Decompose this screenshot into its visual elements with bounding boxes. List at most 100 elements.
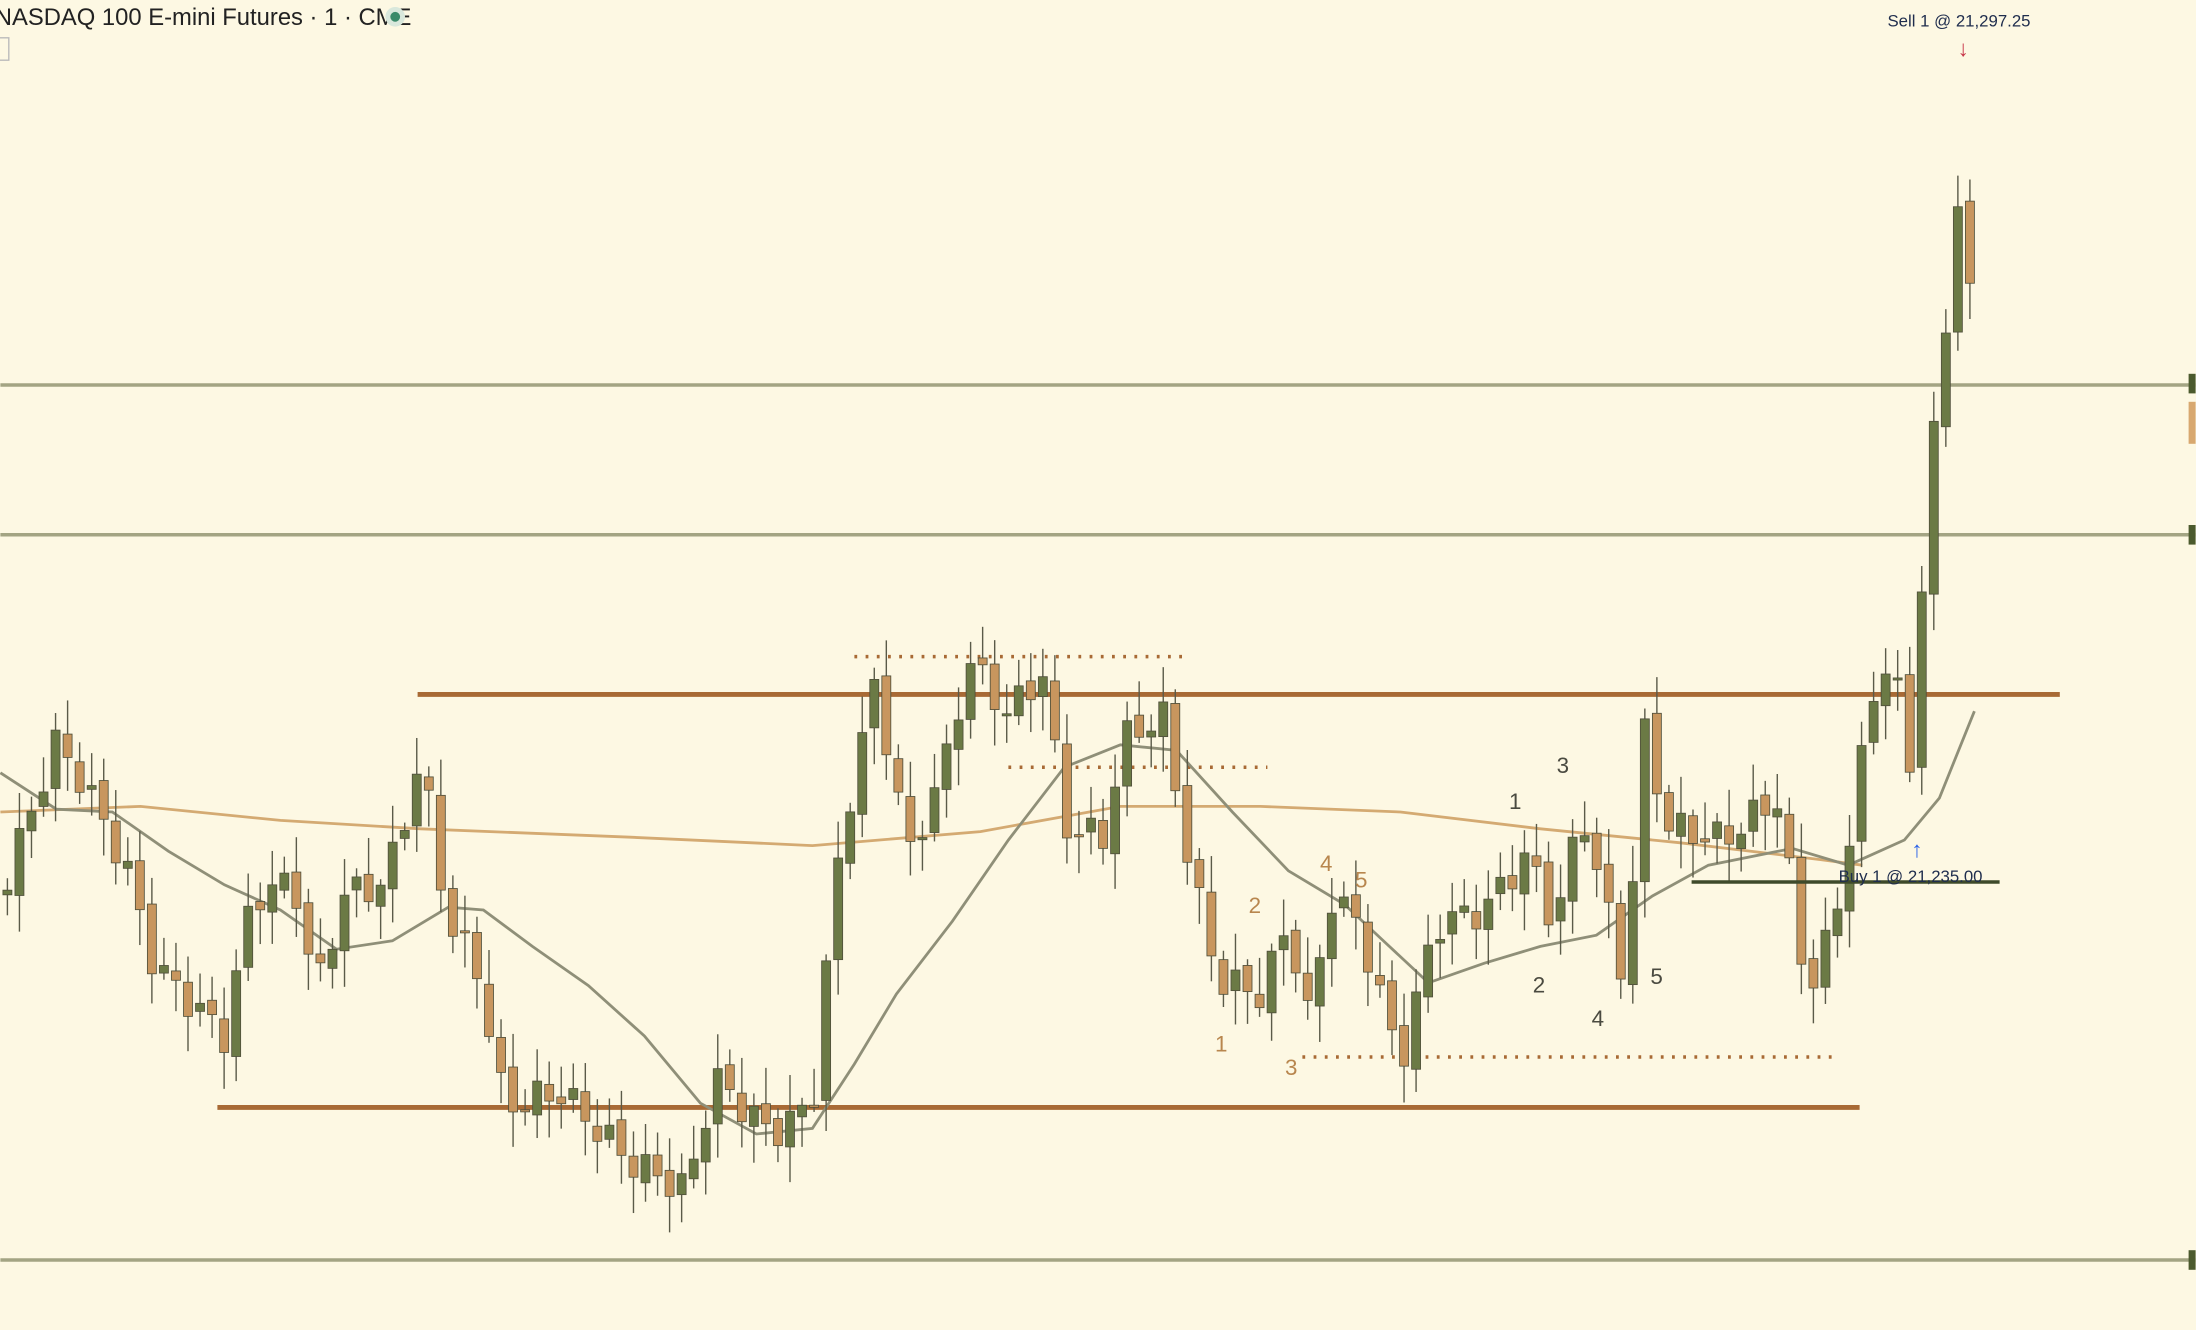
candle-body	[447, 888, 458, 937]
buy-arrow: ↑	[1911, 837, 1922, 862]
candle-body	[917, 837, 928, 841]
symbol-title: NASDAQ 100 E-mini Futures · 1 · CME	[0, 4, 411, 31]
candle-body	[122, 860, 133, 869]
candle-body	[929, 787, 940, 833]
candle-body	[159, 965, 169, 974]
candle-body	[1940, 332, 1951, 428]
candle-body	[1447, 911, 1458, 935]
candle-body	[327, 948, 338, 969]
wave-label: 5	[1650, 964, 1662, 989]
candle-body	[761, 1103, 771, 1125]
candle-body	[845, 811, 856, 864]
candle-body	[1507, 875, 1518, 890]
toolbar-stub[interactable]	[0, 37, 10, 61]
candle-body	[50, 729, 61, 789]
candle-body	[1712, 821, 1722, 839]
candle-body	[1543, 861, 1554, 926]
candle-body	[568, 1088, 579, 1100]
candle-body	[267, 884, 278, 913]
sell-order-label: Sell 1 @ 21,297.25	[1887, 12, 2030, 31]
candle-body	[1013, 685, 1024, 717]
candle-body	[315, 953, 326, 964]
moving-average	[0, 804, 1863, 867]
candle-body	[1098, 820, 1108, 849]
candle-body	[1664, 792, 1674, 832]
candle-body	[773, 1118, 783, 1147]
candles	[2, 175, 1975, 1233]
candle-body	[1134, 714, 1145, 738]
candle-body	[1639, 718, 1650, 883]
candle-body	[243, 905, 254, 968]
candle-body	[1375, 975, 1385, 986]
candle-body	[652, 1154, 663, 1177]
wave-label: 4	[1592, 1006, 1604, 1031]
candle-body	[1627, 881, 1638, 986]
candle-body	[664, 1169, 675, 1197]
candle-body	[1700, 838, 1710, 843]
candle-body	[1796, 856, 1807, 965]
candle-body	[1290, 929, 1301, 974]
wave-label: 3	[1285, 1055, 1297, 1080]
candle-body	[1158, 701, 1169, 738]
candle-body	[616, 1119, 627, 1156]
candle-body	[1326, 912, 1337, 960]
candle-body	[1495, 876, 1506, 895]
candle-body	[1676, 812, 1686, 837]
candle-body	[1110, 786, 1120, 855]
candle-body	[1832, 908, 1843, 937]
candle-body	[171, 970, 181, 981]
candle-body	[1423, 944, 1434, 998]
candle-body	[1880, 673, 1891, 707]
candle-body	[580, 1091, 591, 1122]
candle-body	[1808, 958, 1819, 989]
candle-body	[1928, 420, 1939, 595]
candle-body	[98, 780, 109, 820]
candle-body	[688, 1158, 699, 1180]
candle-body	[472, 932, 482, 980]
candle-body	[1037, 676, 1048, 698]
candle-body	[821, 960, 832, 1101]
candle-body	[1603, 863, 1614, 903]
candle-body	[1567, 836, 1578, 902]
candle-body	[1748, 799, 1759, 832]
candle-body	[1254, 993, 1265, 1009]
candle-body	[508, 1066, 518, 1113]
status-dot	[390, 11, 401, 22]
candle-body	[411, 773, 422, 827]
candle-body	[1856, 745, 1867, 842]
candle-body	[183, 981, 193, 1017]
candle-body	[556, 1096, 567, 1105]
candle-body	[1483, 898, 1494, 930]
candle-body	[279, 872, 290, 891]
candle-body	[1086, 817, 1096, 833]
candle-body	[399, 830, 410, 839]
candle-body	[351, 876, 362, 891]
candle-body	[1242, 965, 1253, 993]
candle-body	[1868, 701, 1879, 743]
edge-marker	[2188, 1250, 2196, 1270]
candle-body	[2, 889, 13, 896]
candle-body	[604, 1124, 615, 1140]
candle-body	[941, 743, 952, 790]
candle-body	[26, 810, 37, 832]
candle-body	[363, 873, 374, 903]
candle-body	[1519, 852, 1530, 895]
candle-body	[893, 758, 904, 793]
candle-body	[86, 785, 97, 790]
candle-body	[303, 902, 314, 955]
candle-body	[207, 999, 217, 1016]
candle-body	[219, 1018, 230, 1053]
candle-body	[1555, 897, 1566, 922]
sell-arrow: ↓	[1958, 36, 1969, 61]
candle-body	[255, 901, 266, 911]
candle-body	[1314, 957, 1325, 1007]
candle-body	[291, 871, 302, 909]
edge-marker	[2188, 373, 2196, 394]
candle-body	[1760, 794, 1771, 816]
candle-body	[977, 657, 988, 666]
candle-body	[1182, 785, 1193, 863]
candle-body	[1892, 677, 1903, 681]
candle-body	[1459, 905, 1470, 913]
